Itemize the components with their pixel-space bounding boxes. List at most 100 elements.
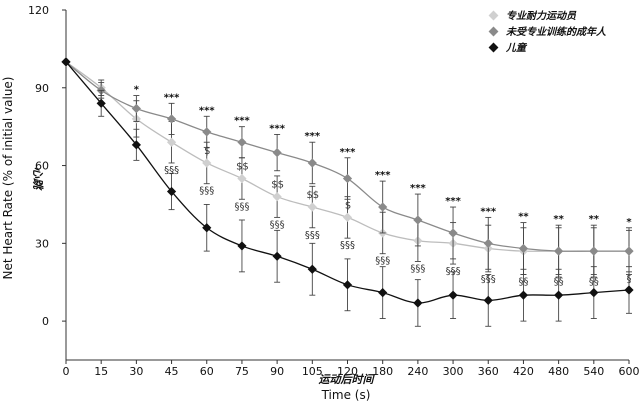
data-point-athletes bbox=[166, 137, 177, 147]
x-tick-label: 300 bbox=[443, 365, 464, 378]
plot-area: ******************************* ** ** ** *$$… bbox=[61, 57, 634, 327]
significance-section-label: §§ bbox=[518, 276, 528, 287]
data-point-untrained bbox=[202, 127, 212, 137]
significance-section-label: §§§ bbox=[446, 266, 461, 277]
significance-annotations: ******************************* ** ** ** *$$… bbox=[134, 85, 633, 288]
x-tick-label: 30 bbox=[129, 365, 143, 378]
data-point-children bbox=[624, 285, 634, 295]
data-point-children bbox=[342, 280, 353, 290]
data-point-athletes bbox=[237, 173, 247, 184]
legend-item-untrained: 未受专业训练的成年人 bbox=[488, 26, 607, 38]
y-axis-label: Net Heart Rate (% of initial value) bbox=[1, 77, 15, 280]
significance-dollar-label: $ bbox=[204, 146, 210, 157]
x-tick-label: 600 bbox=[619, 365, 640, 378]
data-point-untrained bbox=[413, 215, 423, 225]
legend-item-children: 儿童 bbox=[488, 42, 528, 54]
significance-star-label: *** bbox=[445, 196, 461, 207]
data-point-children bbox=[272, 251, 282, 261]
significance-star-label: * bbox=[134, 85, 140, 96]
significance-section-label: §§§ bbox=[340, 240, 355, 251]
x-tick-label: 480 bbox=[548, 365, 569, 378]
significance-section-label: § bbox=[627, 274, 632, 285]
data-point-athletes bbox=[272, 192, 282, 202]
significance-dollar-label: $$ bbox=[271, 180, 284, 191]
data-point-children bbox=[166, 186, 177, 197]
data-point-children bbox=[413, 298, 423, 308]
significance-star-label: ** bbox=[553, 214, 564, 225]
significance-section-label: §§§ bbox=[305, 230, 320, 241]
legend-item-athletes: 专业耐力运动员 bbox=[488, 10, 577, 22]
y-tick-label: 60 bbox=[35, 160, 49, 173]
chart-axes: 0 30 60 90 120 0 15 30 45 60 75 90 105 120 180 240 300 36… bbox=[28, 4, 640, 378]
x-tick-label: 240 bbox=[407, 365, 428, 378]
significance-star-label: ** bbox=[589, 214, 600, 225]
data-point-children bbox=[131, 140, 141, 150]
significance-section-label: §§§ bbox=[410, 263, 425, 274]
significance-star-label: *** bbox=[480, 206, 496, 217]
data-point-untrained bbox=[554, 246, 564, 256]
data-point-children bbox=[518, 290, 529, 300]
x-tick-label: 420 bbox=[513, 365, 534, 378]
data-point-children bbox=[202, 223, 212, 233]
x-tick-label: 0 bbox=[63, 365, 70, 378]
data-point-children bbox=[378, 287, 388, 298]
x-axis-label-cn: 运动后时间 bbox=[319, 373, 376, 386]
significance-star-label: *** bbox=[304, 131, 320, 142]
significance-dollar-label: $$ bbox=[236, 162, 249, 173]
legend-label-children: 儿童 bbox=[505, 42, 528, 54]
significance-section-label: §§ bbox=[554, 276, 564, 287]
data-point-untrained bbox=[624, 246, 634, 256]
data-point-athletes bbox=[202, 158, 212, 168]
data-point-untrained bbox=[483, 238, 493, 248]
data-point-children bbox=[96, 98, 106, 108]
data-point-untrained bbox=[131, 103, 141, 114]
x-tick-label: 540 bbox=[583, 365, 604, 378]
data-point-untrained bbox=[589, 246, 599, 256]
x-tick-label: 75 bbox=[235, 365, 249, 378]
data-point-untrained bbox=[237, 137, 247, 147]
y-tick-label: 120 bbox=[28, 4, 49, 17]
significance-section-label: §§§ bbox=[164, 165, 179, 176]
significance-star-label: *** bbox=[410, 183, 426, 194]
significance-star-label: *** bbox=[199, 105, 215, 116]
data-point-children bbox=[448, 290, 458, 300]
x-axis-label: Time (s) bbox=[321, 388, 371, 402]
x-tick-label: 45 bbox=[165, 365, 179, 378]
data-point-children bbox=[554, 290, 564, 300]
series-untrained bbox=[61, 57, 634, 278]
legend: 专业耐力运动员 未受专业训练的成年人 儿童 bbox=[488, 10, 607, 54]
x-tick-label: 120 bbox=[337, 365, 358, 378]
data-point-untrained bbox=[272, 147, 282, 158]
x-tick-label: 360 bbox=[478, 365, 499, 378]
legend-marker-children bbox=[488, 42, 499, 53]
significance-star-label: *** bbox=[164, 92, 180, 103]
significance-section-label: §§§ bbox=[199, 186, 214, 197]
significance-star-label: * bbox=[626, 217, 632, 228]
data-point-children bbox=[237, 241, 247, 251]
significance-star-label: *** bbox=[234, 116, 250, 127]
legend-label-untrained: 未受专业训练的成年人 bbox=[506, 26, 607, 38]
significance-dollar-label: $ bbox=[345, 200, 351, 211]
data-point-untrained bbox=[378, 202, 388, 212]
series-children bbox=[61, 57, 634, 327]
legend-marker-athletes bbox=[488, 10, 499, 21]
data-point-untrained bbox=[166, 114, 177, 124]
data-point-children bbox=[61, 57, 71, 67]
significance-section-label: §§§ bbox=[375, 256, 390, 267]
data-point-untrained bbox=[307, 158, 317, 168]
y-tick-label: 30 bbox=[35, 237, 49, 250]
data-point-children bbox=[589, 287, 599, 298]
x-tick-label: 15 bbox=[94, 365, 108, 378]
y-tick-label: 90 bbox=[35, 82, 49, 95]
data-point-children bbox=[483, 295, 493, 305]
data-point-untrained bbox=[448, 228, 458, 238]
significance-section-label: §§ bbox=[589, 276, 599, 287]
y-tick-label: 0 bbox=[42, 315, 49, 328]
significance-star-label: *** bbox=[269, 123, 285, 134]
data-point-untrained bbox=[518, 243, 529, 254]
y-axis-label-cn: 心跳 bbox=[31, 167, 44, 191]
x-tick-label: 180 bbox=[372, 365, 393, 378]
significance-dollar-label: $$ bbox=[306, 190, 319, 201]
significance-star-label: *** bbox=[340, 147, 356, 158]
significance-section-label: §§§ bbox=[234, 201, 249, 212]
